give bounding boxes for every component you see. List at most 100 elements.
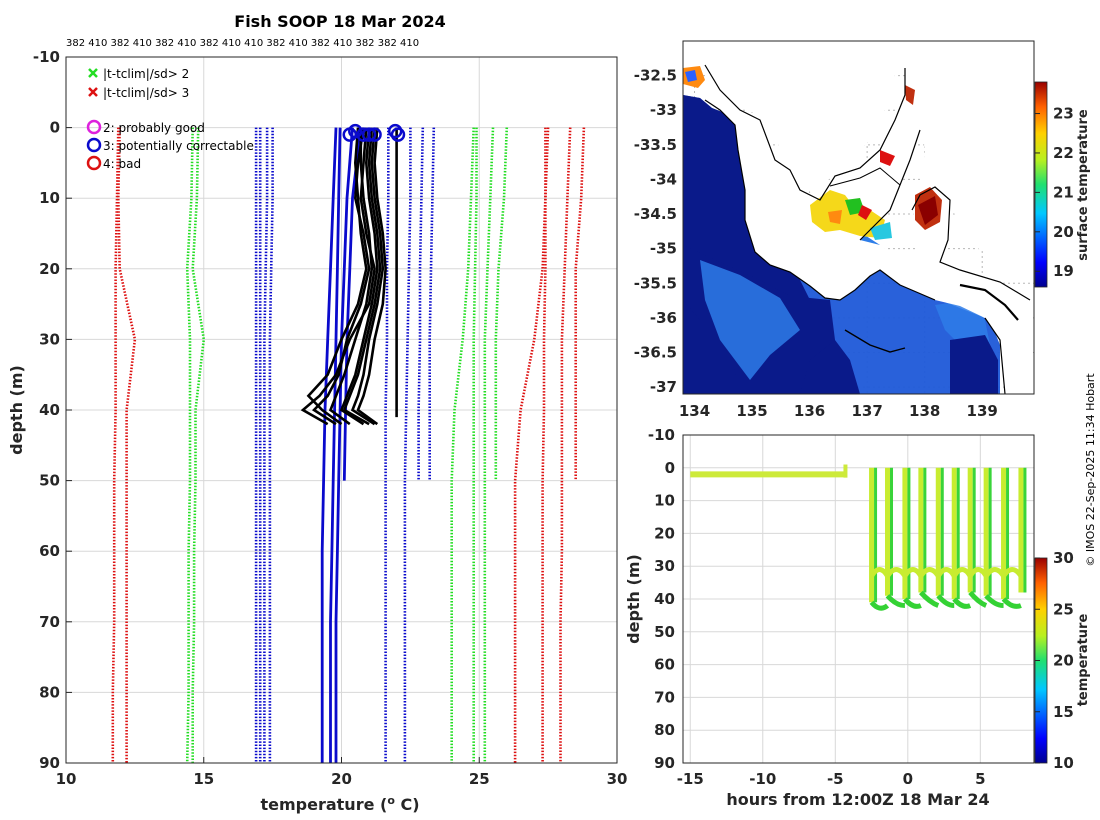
legend-flag-bad: 4: bad: [86, 155, 141, 171]
y-tick-label: 30: [39, 330, 60, 348]
cast-bottom-segment: [984, 594, 1004, 609]
dt-y-tick-label: 40: [654, 590, 675, 608]
legend: |t-tclim|/sd> 2 |t-tclim|/sd> 3 2: proba…: [86, 67, 254, 171]
profile-id-strip: 382 410 382 410 382 410 382 410 410 382 …: [66, 38, 419, 49]
svg-text:2: probably good: 2: probably good: [103, 121, 205, 135]
sst-colorbar-ticks: 19 20 21 22 23: [1035, 105, 1074, 280]
red-x-icon: [88, 87, 98, 97]
flag-marker-layer: [342, 123, 406, 142]
cast-bottom-segment: [885, 594, 906, 609]
profile-line: [450, 127, 475, 763]
dt-series-layer: [690, 464, 1027, 611]
flag-marker: [390, 127, 406, 142]
map-x-tick-label: 138: [909, 402, 940, 420]
dt-y-tick-label: 90: [654, 754, 675, 772]
y-tick-label: 70: [39, 613, 60, 631]
sst-colorbar: [1034, 81, 1048, 288]
temperature-colorbar-label: temperature: [1076, 614, 1091, 707]
profile-line: [339, 127, 379, 426]
colorbar-tick-label: 22: [1053, 144, 1074, 162]
dt-colorbar-tick-label: 30: [1053, 549, 1074, 567]
profile-line: [300, 127, 376, 426]
svg-text:|t-tclim|/sd> 3: |t-tclim|/sd> 3: [103, 86, 189, 100]
colorbar-tick-label: 21: [1053, 183, 1074, 201]
flag-marker: [367, 127, 382, 142]
x-tick-label: 30: [607, 770, 628, 788]
legend-flag-probably-good: 2: probably good: [86, 119, 205, 135]
cast-bottom-segment: [869, 600, 890, 611]
profile-line: [185, 127, 194, 763]
y-tick-label: 50: [39, 472, 60, 490]
profile-plot: Fish SOOP 18 Mar 2024 382 410 382 410 38…: [7, 12, 627, 814]
profile-line: [513, 127, 550, 763]
sst-map: 134 135 136 137 138 139 -32.5 -33 -33.5 -34 -34.5…: [634, 40, 1091, 420]
flag-marker: [361, 127, 377, 142]
map-y-tick-label: -35: [650, 240, 677, 258]
profile-line: [350, 127, 385, 426]
dt-x-tick-label: -5: [827, 770, 844, 788]
temperature-colorbar-ticks: 10 15 20 25 30: [1035, 549, 1074, 772]
copyright-note: © IMOS 22-Sep-2025 11:34 Hobart: [1084, 373, 1097, 567]
map-y-tick-label: -35.5: [634, 274, 677, 292]
y-axis-ticks: -10 0 10 20 30 40 50 60 70 80 90: [33, 48, 72, 772]
red-circle-icon: [86, 155, 102, 171]
dt-y-tick-label: 0: [665, 459, 675, 477]
x-tick-label: 10: [56, 770, 77, 788]
dt-y-ticks: -10 0 10 20 30 40 50 60 70 80 90: [648, 426, 675, 772]
profile-line: [334, 127, 354, 763]
sst-field: [683, 41, 1034, 394]
legend-flag-potentially-correctable: 3: potentially correctable: [86, 137, 254, 153]
chart-title: Fish SOOP 18 Mar 2024: [234, 12, 445, 31]
map-y-tick-label: -32.5: [634, 67, 677, 85]
y-tick-label: 0: [50, 119, 60, 137]
y-tick-label: 40: [39, 401, 60, 419]
profile-line: [541, 127, 547, 763]
y-tick-label: 90: [39, 754, 60, 772]
profile-line: [111, 127, 120, 763]
y-tick-label: 80: [39, 683, 60, 701]
map-x-tick-label: 135: [736, 402, 767, 420]
cast-bottom-segment: [952, 597, 972, 609]
profile-line: [483, 127, 495, 763]
x-tick-label: 20: [331, 770, 352, 788]
dt-x-tick-label: 5: [975, 770, 985, 788]
profile-line: [472, 127, 478, 763]
depth-time-plot: -15 -10 -5 0 5 -10 0 10 20 30 40 50 60 70 80 90 hours …: [624, 426, 1091, 809]
map-y-tick-label: -34: [650, 170, 677, 188]
map-y-tick-label: -33: [650, 101, 677, 119]
profile-line: [559, 127, 572, 763]
profile-line: [311, 127, 371, 426]
profile-line: [191, 127, 206, 763]
y-tick-label: 60: [39, 542, 60, 560]
cast-bottom-segment: [1001, 597, 1022, 609]
x-tick-label: 25: [469, 770, 490, 788]
svg-text:3: potentially correctable: 3: potentially correctable: [103, 139, 254, 153]
svg-text:4: bad: 4: bad: [103, 157, 141, 171]
legend-marker-green-x: |t-tclim|/sd> 2: [88, 67, 189, 81]
map-x-tick-label: 134: [679, 402, 710, 420]
map-y-tick-label: -37: [650, 378, 677, 396]
profile-line: [494, 127, 509, 481]
profile-line: [342, 127, 382, 426]
dt-x-tick-label: -15: [677, 770, 704, 788]
dt-y-tick-label: 30: [654, 557, 675, 575]
y-tick-label: 10: [39, 189, 60, 207]
cast-bottom-segment: [918, 590, 940, 608]
map-y-ticks: -32.5 -33 -33.5 -34 -34.5 -35 -35.5 -36 -36.5 -37: [634, 67, 677, 396]
dt-colorbar-tick-label: 20: [1053, 652, 1074, 670]
dt-x-tick-label: 0: [903, 770, 913, 788]
dt-x-axis-label: hours from 12:00Z 18 Mar 24: [726, 790, 989, 809]
colorbar-tick-label: 23: [1053, 105, 1074, 123]
x-axis-label: temperature (o C): [260, 794, 419, 814]
green-x-icon: [88, 68, 98, 78]
profile-line: [268, 127, 274, 763]
dt-y-tick-label: 60: [654, 656, 675, 674]
y-axis-label: depth (m): [7, 365, 26, 455]
y-tick-label: 20: [39, 260, 60, 278]
profile-line: [320, 127, 338, 763]
map-x-tick-label: 139: [967, 402, 998, 420]
colorbar-tick-label: 19: [1053, 262, 1074, 280]
dt-colorbar-tick-label: 10: [1053, 754, 1074, 772]
dt-y-tick-label: -10: [648, 426, 675, 444]
